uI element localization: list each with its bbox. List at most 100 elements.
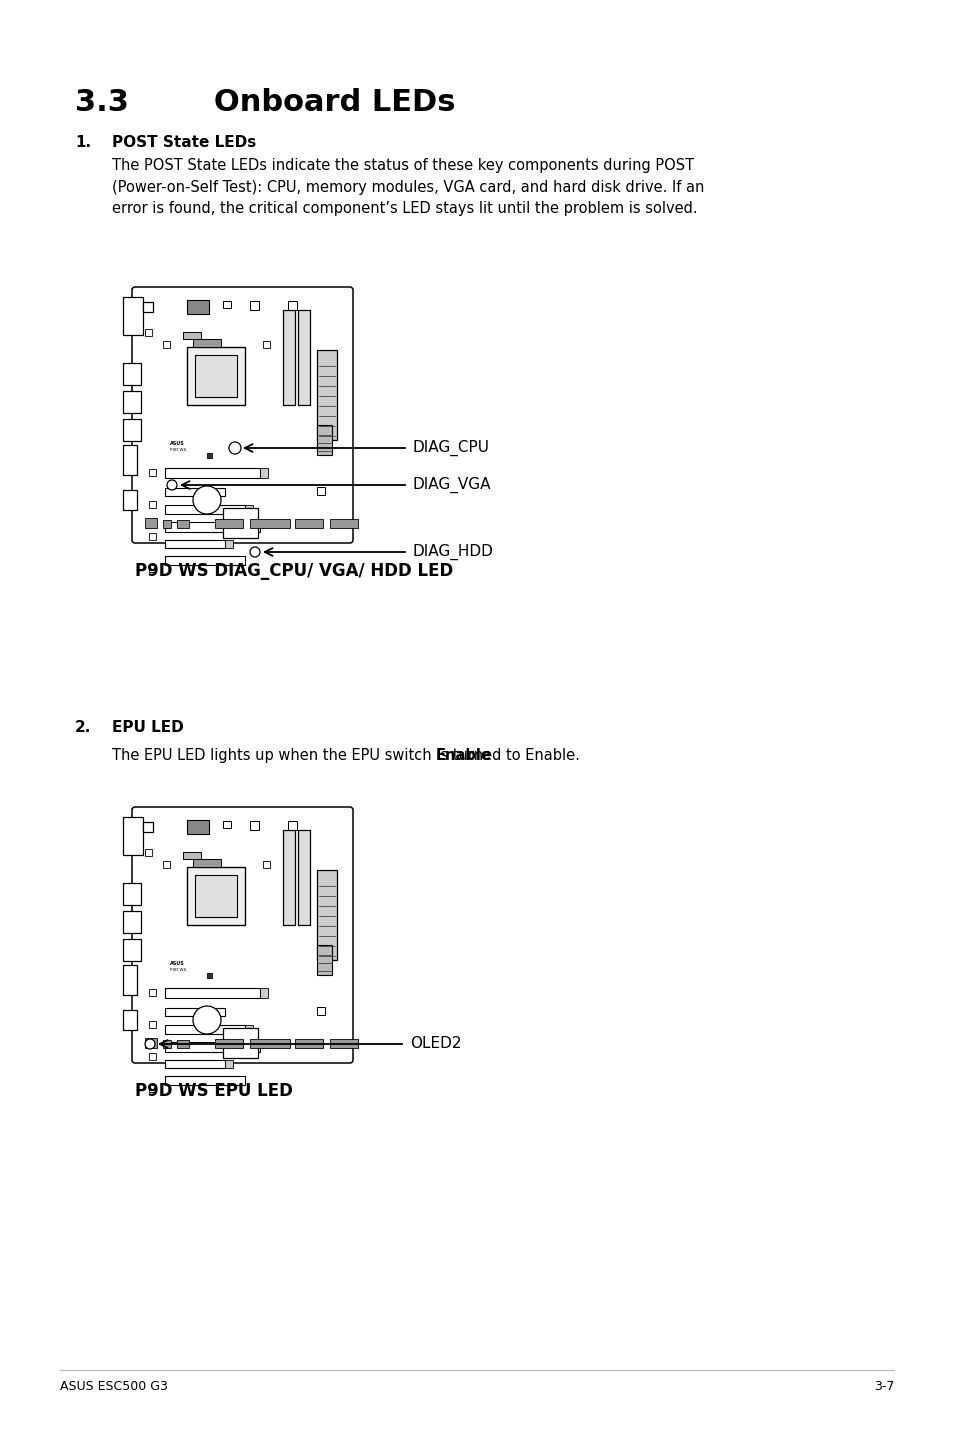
Bar <box>149 989 156 997</box>
Bar <box>250 821 258 830</box>
Bar <box>165 1008 225 1017</box>
Bar <box>123 965 137 995</box>
Bar <box>123 817 143 856</box>
Bar <box>177 521 189 528</box>
Bar <box>123 883 141 905</box>
Bar <box>145 518 157 528</box>
Text: 3-7: 3-7 <box>873 1380 893 1393</box>
Bar <box>123 912 141 933</box>
Bar <box>149 500 156 508</box>
Bar <box>330 1040 357 1048</box>
Bar <box>187 820 209 834</box>
Bar <box>207 453 212 457</box>
Bar <box>143 302 152 312</box>
Text: Enable: Enable <box>435 748 491 764</box>
Text: OLED2: OLED2 <box>410 1037 461 1051</box>
Bar <box>149 469 156 476</box>
Text: P9D WS EPU LED: P9D WS EPU LED <box>135 1081 293 1100</box>
Text: DIAG_CPU: DIAG_CPU <box>413 440 490 456</box>
Bar <box>183 851 201 858</box>
Bar <box>163 341 170 348</box>
Text: 2.: 2. <box>75 720 91 735</box>
Bar <box>165 1025 245 1034</box>
Bar <box>297 830 310 925</box>
Text: ASUS: ASUS <box>170 441 185 446</box>
Text: P9D WS: P9D WS <box>170 968 186 972</box>
Text: DIAG_VGA: DIAG_VGA <box>413 477 491 493</box>
Bar <box>263 341 270 348</box>
Bar <box>250 1040 290 1048</box>
Bar <box>263 861 270 869</box>
Bar <box>123 939 141 961</box>
Bar <box>123 1009 137 1030</box>
Bar <box>149 565 156 572</box>
Bar <box>330 519 357 528</box>
Bar <box>225 1060 233 1068</box>
Bar <box>260 988 268 998</box>
Bar <box>165 467 260 477</box>
Bar <box>123 391 141 413</box>
Text: 3.3        Onboard LEDs: 3.3 Onboard LEDs <box>75 88 455 116</box>
Bar <box>245 505 253 513</box>
Text: The EPU LED lights up when the EPU switch is turned to Enable.: The EPU LED lights up when the EPU switc… <box>112 748 579 764</box>
Circle shape <box>145 1040 154 1048</box>
Bar <box>225 541 233 548</box>
Bar <box>223 1028 257 1058</box>
Text: EPU LED: EPU LED <box>112 720 184 735</box>
Bar <box>316 349 336 440</box>
FancyBboxPatch shape <box>132 288 353 544</box>
Bar <box>316 487 325 495</box>
Circle shape <box>167 480 177 490</box>
Bar <box>123 444 137 475</box>
Circle shape <box>193 486 221 513</box>
Bar <box>187 867 245 925</box>
Bar <box>193 339 221 347</box>
Bar <box>165 1076 245 1086</box>
Bar <box>145 329 152 336</box>
Text: POST State LEDs: POST State LEDs <box>112 135 256 150</box>
Bar <box>177 1040 189 1048</box>
Text: The POST State LEDs indicate the status of these key components during POST
(Pow: The POST State LEDs indicate the status … <box>112 158 703 216</box>
Bar <box>288 821 296 830</box>
Text: ASUS ESC500 G3: ASUS ESC500 G3 <box>60 1380 168 1393</box>
Bar <box>165 1060 225 1068</box>
Bar <box>288 301 296 311</box>
Bar <box>165 557 245 565</box>
Bar <box>283 311 294 406</box>
Bar <box>316 1007 325 1015</box>
Bar <box>207 974 212 978</box>
Bar <box>294 519 323 528</box>
Text: P9D WS: P9D WS <box>170 449 186 452</box>
Text: 1.: 1. <box>75 135 91 150</box>
Text: DIAG_HDD: DIAG_HDD <box>413 544 494 561</box>
Circle shape <box>229 441 241 454</box>
Bar <box>223 301 231 308</box>
Bar <box>283 830 294 925</box>
Text: ASUS: ASUS <box>170 961 185 966</box>
Bar <box>163 1040 171 1048</box>
Bar <box>223 821 231 828</box>
Text: P9D WS DIAG_CPU/ VGA/ HDD LED: P9D WS DIAG_CPU/ VGA/ HDD LED <box>135 562 453 580</box>
Bar <box>145 1038 157 1048</box>
Bar <box>165 487 225 496</box>
Bar <box>260 467 268 477</box>
Bar <box>214 519 243 528</box>
Bar <box>123 418 141 441</box>
Bar <box>165 505 245 513</box>
Bar <box>163 861 170 869</box>
Bar <box>165 988 260 998</box>
Bar <box>163 521 171 528</box>
Bar <box>297 311 310 406</box>
Circle shape <box>250 546 260 557</box>
Bar <box>165 1043 260 1053</box>
Bar <box>245 1025 253 1034</box>
FancyBboxPatch shape <box>132 807 353 1063</box>
Bar <box>214 1040 243 1048</box>
Bar <box>149 1053 156 1060</box>
Bar <box>183 332 201 339</box>
Bar <box>123 490 137 510</box>
Bar <box>187 301 209 313</box>
Bar <box>294 1040 323 1048</box>
Bar <box>149 533 156 541</box>
Bar <box>194 355 236 397</box>
